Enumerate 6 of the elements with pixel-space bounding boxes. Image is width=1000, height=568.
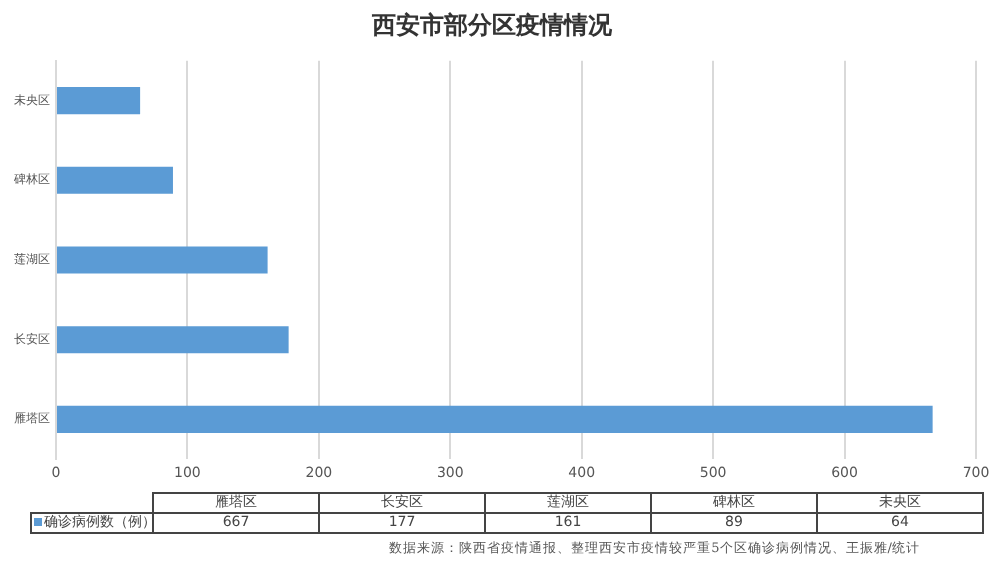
bar (57, 326, 289, 354)
bar (57, 405, 933, 433)
chart-title: 西安市部分区疫情情况 (370, 10, 614, 39)
bar (57, 246, 268, 274)
bar (57, 166, 173, 194)
bar (57, 87, 141, 115)
